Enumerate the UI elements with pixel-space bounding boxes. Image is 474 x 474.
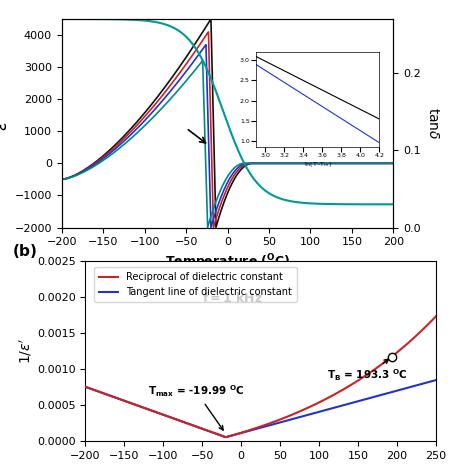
Text: $\mathbf{T_{max}}$ = -19.99 $\mathbf{^{O}}$C: $\mathbf{T_{max}}$ = -19.99 $\mathbf{^{O… [148,383,245,430]
Text: $\mathbf{T_B}$ = 193.3 $\mathbf{^{O}}$C: $\mathbf{T_B}$ = 193.3 $\mathbf{^{O}}$C [327,359,408,383]
Text: $\mathbf{f = 1\ kHz}$: $\mathbf{f = 1\ kHz}$ [202,291,263,305]
Y-axis label: $\varepsilon'$: $\varepsilon'$ [0,116,12,131]
Y-axis label: 1/$\varepsilon'$: 1/$\varepsilon'$ [18,337,34,364]
Legend: Reciprocal of dielectric constant, Tangent line of dielectric constant: Reciprocal of dielectric constant, Tange… [94,267,297,302]
X-axis label: Temperature ($^{\mathbf{O}}$C): Temperature ($^{\mathbf{O}}$C) [165,253,290,273]
Text: $\mathbf{(b)}$: $\mathbf{(b)}$ [12,242,37,260]
Y-axis label: tan$\delta$: tan$\delta$ [426,107,440,139]
X-axis label: ln(T'-T$_m$): ln(T'-T$_m$) [303,160,332,169]
